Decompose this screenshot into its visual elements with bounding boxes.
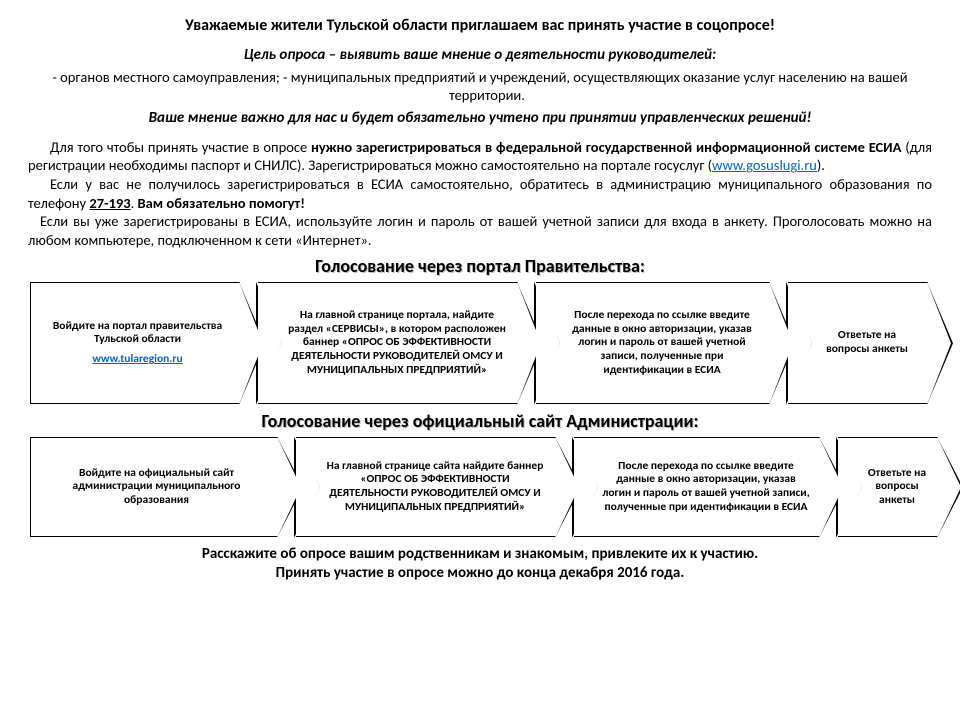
admin-step2-text: На главной странице сайта найдите баннер… [324, 460, 546, 515]
paragraph-register: Для того чтобы принять участие в опросе … [28, 138, 932, 175]
goal-heading: Цель опроса – выявить ваше мнение о деят… [28, 46, 932, 65]
admin-step4-text: Ответьте на вопросы анкеты [866, 467, 928, 508]
chevron-row-portal: Войдите на портал правительства Тульской… [28, 282, 932, 404]
chevron-row-admin: Войдите на официальный сайт администраци… [28, 437, 932, 537]
phone-number: 27-193 [89, 194, 130, 212]
chevron-step-4: Ответьте на вопросы анкеты [788, 282, 928, 404]
chevron-admin-step-2: На главной странице сайта найдите баннер… [296, 437, 556, 537]
paragraph-login: Если вы уже зарегистрированы в ЕСИА, исп… [28, 212, 932, 249]
tularegion-link[interactable]: www.tularegion.ru [92, 352, 182, 366]
step4-text: Ответьте на вопросы анкеты [816, 329, 918, 357]
section-heading-admin: Голосование через официальный сайт Админ… [28, 410, 932, 433]
p1-pre: Для того чтобы принять участие в опросе [50, 138, 311, 156]
chevron-admin-step-1: Войдите на официальный сайт администраци… [30, 437, 278, 537]
p1-end: ). [817, 156, 825, 174]
section-heading-portal: Голосование через портал Правительства: [28, 255, 932, 278]
page-title: Уважаемые жители Тульской области пригла… [28, 16, 932, 36]
gosuslugi-link[interactable]: www.gosuslugi.ru [712, 156, 817, 174]
importance-line: Ваше мнение важно для нас и будет обязат… [28, 109, 932, 128]
paragraph-phone: Если у вас не получилось зарегистрироват… [28, 175, 932, 212]
admin-step1-text: Войдите на официальный сайт администраци… [45, 467, 268, 508]
p2-mid: . [131, 194, 138, 212]
admin-step3-text: После перехода по ссылке введите данные … [602, 460, 810, 515]
chevron-step-3: После перехода по ссылке введите данные … [536, 282, 770, 404]
footer-line-1: Расскажите об опросе вашим родственникам… [28, 545, 932, 564]
chevron-step-1: Войдите на портал правительства Тульской… [30, 282, 240, 404]
step3-text: После перехода по ссылке введите данные … [564, 309, 760, 378]
chevron-step-2: На главной странице портала, найдите раз… [258, 282, 518, 404]
step1-text: Войдите на портал правительства Тульской… [45, 320, 230, 348]
chevron-admin-step-3: После перехода по ссылке введите данные … [574, 437, 820, 537]
p1-bold: нужно зарегистрироваться в федеральной г… [311, 138, 901, 156]
goal-body: органов местного самоуправления; - муниц… [28, 68, 932, 105]
footer-line-2: Принять участие в опросе можно до конца … [28, 564, 932, 583]
step2-text: На главной странице портала, найдите раз… [286, 309, 508, 378]
p2-bold: Вам обязательно помогут! [138, 194, 305, 212]
chevron-admin-step-4: Ответьте на вопросы анкеты [838, 437, 938, 537]
